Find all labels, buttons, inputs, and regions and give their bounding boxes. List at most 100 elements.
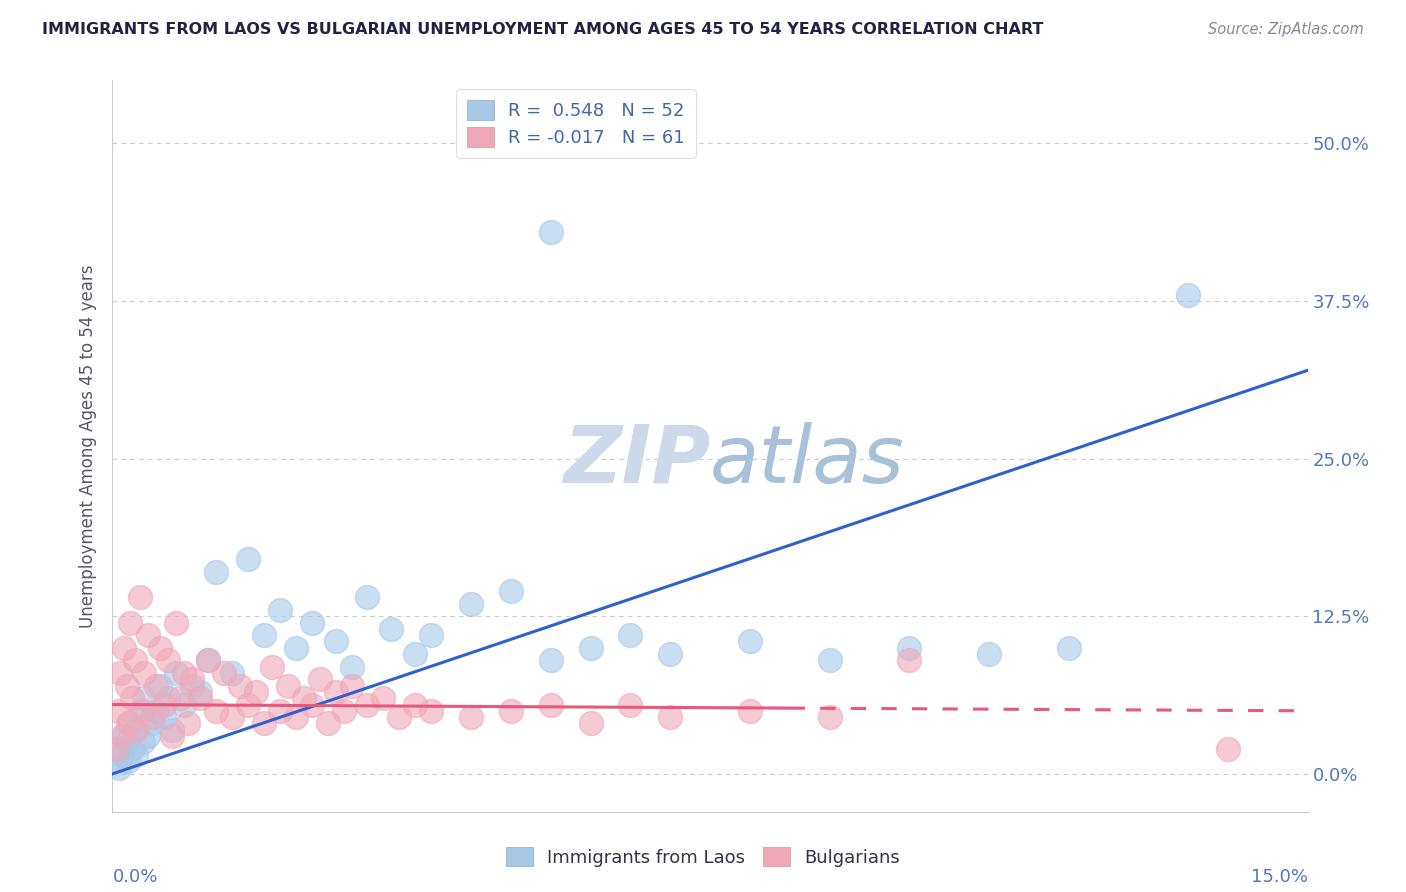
Point <box>373 691 395 706</box>
Point <box>1057 640 1080 655</box>
Point <box>157 691 180 706</box>
Point <box>284 710 307 724</box>
Point <box>245 685 267 699</box>
Point <box>818 710 841 724</box>
Point <box>253 716 276 731</box>
Text: atlas: atlas <box>710 422 905 500</box>
Point <box>145 679 167 693</box>
Point <box>149 640 172 655</box>
Point <box>132 735 155 749</box>
Point <box>110 665 132 680</box>
Point <box>540 698 562 712</box>
Point <box>107 704 129 718</box>
Point <box>108 761 131 775</box>
Point <box>380 622 402 636</box>
Point <box>340 659 363 673</box>
Point <box>229 679 252 693</box>
Point <box>134 691 156 706</box>
Point <box>420 704 443 718</box>
Point <box>105 741 128 756</box>
Point <box>145 704 167 718</box>
Point <box>124 723 146 737</box>
Point <box>420 628 443 642</box>
Point <box>356 698 378 712</box>
Point <box>169 691 191 706</box>
Point <box>253 628 276 642</box>
Point <box>284 640 307 655</box>
Point <box>121 741 143 756</box>
Point <box>114 640 135 655</box>
Point <box>141 710 163 724</box>
Point <box>177 716 200 731</box>
Point <box>332 704 354 718</box>
Point <box>260 659 283 673</box>
Point <box>121 691 143 706</box>
Text: 0.0%: 0.0% <box>112 869 157 887</box>
Point <box>619 698 641 712</box>
Point <box>134 665 156 680</box>
Point <box>898 640 921 655</box>
Point <box>818 653 841 667</box>
Point <box>340 679 363 693</box>
Point <box>114 729 135 743</box>
Point <box>540 225 562 239</box>
Point <box>236 552 259 566</box>
Text: 15.0%: 15.0% <box>1250 869 1308 887</box>
Point <box>118 716 141 731</box>
Point <box>138 628 160 642</box>
Point <box>301 698 323 712</box>
Point <box>188 685 211 699</box>
Point <box>125 723 148 737</box>
Point <box>269 704 291 718</box>
Point <box>277 679 299 693</box>
Point <box>1216 741 1239 756</box>
Point <box>165 665 187 680</box>
Point <box>269 603 291 617</box>
Point <box>221 665 243 680</box>
Point <box>325 685 347 699</box>
Point <box>579 716 602 731</box>
Legend: Immigrants from Laos, Bulgarians: Immigrants from Laos, Bulgarians <box>498 840 908 874</box>
Point <box>659 710 682 724</box>
Point <box>181 679 204 693</box>
Point <box>111 729 134 743</box>
Point <box>292 691 315 706</box>
Point <box>1177 287 1199 301</box>
Point <box>162 723 183 737</box>
Point <box>499 584 522 599</box>
Point <box>111 747 134 762</box>
Point <box>404 647 426 661</box>
Point <box>129 591 152 605</box>
Point <box>499 704 522 718</box>
Point <box>205 704 228 718</box>
Point <box>460 597 482 611</box>
Point <box>388 710 411 724</box>
Point <box>738 634 761 648</box>
Point <box>212 665 235 680</box>
Point <box>141 716 163 731</box>
Point <box>188 691 211 706</box>
Point <box>129 704 152 718</box>
Point <box>236 698 259 712</box>
Point <box>977 647 1000 661</box>
Point <box>115 679 138 693</box>
Point <box>404 698 426 712</box>
Point <box>619 628 641 642</box>
Point <box>162 729 183 743</box>
Y-axis label: Unemployment Among Ages 45 to 54 years: Unemployment Among Ages 45 to 54 years <box>79 264 97 628</box>
Point <box>149 679 172 693</box>
Point <box>115 735 138 749</box>
Point <box>738 704 761 718</box>
Point <box>138 729 160 743</box>
Text: IMMIGRANTS FROM LAOS VS BULGARIAN UNEMPLOYMENT AMONG AGES 45 TO 54 YEARS CORRELA: IMMIGRANTS FROM LAOS VS BULGARIAN UNEMPL… <box>42 22 1043 37</box>
Point <box>181 673 204 687</box>
Point <box>221 710 243 724</box>
Point <box>301 615 323 630</box>
Point <box>118 615 141 630</box>
Point <box>898 653 921 667</box>
Point <box>165 615 187 630</box>
Point <box>132 704 155 718</box>
Point <box>153 698 176 712</box>
Point <box>153 710 176 724</box>
Point <box>460 710 482 724</box>
